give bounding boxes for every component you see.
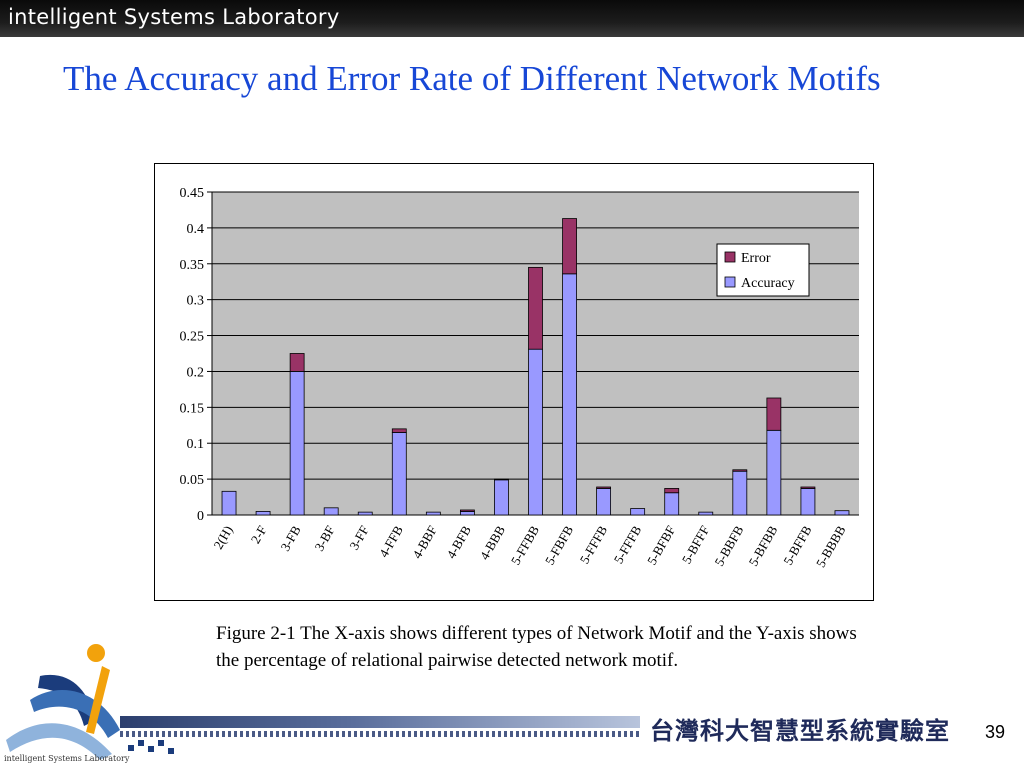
x-tick-label: 5-FFBB [508, 523, 542, 568]
bar-accuracy [596, 488, 612, 516]
y-tick-label: 0.4 [187, 222, 205, 237]
x-tick-label: 3-FF [346, 523, 372, 552]
bar-accuracy [255, 511, 271, 516]
x-tick-label: 4-FFB [376, 523, 406, 560]
bar-accuracy [630, 508, 646, 516]
bar-error [766, 397, 782, 431]
x-tick-label: 2-F [248, 523, 270, 546]
y-tick-label: 0.05 [180, 473, 205, 488]
bar-error [528, 266, 543, 350]
x-tick-label: 4-BBF [409, 523, 440, 561]
x-tick-label: 3-BF [311, 523, 337, 554]
x-tick-label: 5-BFFB [780, 523, 814, 568]
footer-lab-name: 台灣科大智慧型系統實驗室 [650, 717, 950, 745]
y-tick-label: 0 [197, 509, 204, 524]
x-tick-label: 5-BFBF [644, 523, 678, 567]
bar-accuracy [766, 429, 782, 516]
x-tick-label: 5-FFFB [611, 523, 645, 566]
bar-accuracy [357, 511, 373, 516]
bar-accuracy [459, 511, 475, 516]
bar-accuracy [494, 479, 509, 516]
y-tick-label: 0.45 [180, 186, 205, 201]
footer-stripe [120, 731, 640, 737]
logo-text: intelligent Systems Laboratory [4, 754, 130, 763]
x-tick-label: 4-BFB [443, 523, 474, 561]
x-tick-label: 2(H) [210, 523, 235, 552]
x-tick-label: 5-BBFB [711, 523, 746, 569]
bar-error [664, 488, 680, 494]
x-tick-label: 5-BFBB [745, 523, 780, 569]
legend-label: Accuracy [741, 276, 795, 291]
bar-error [800, 486, 816, 489]
bar-accuracy [323, 507, 339, 516]
x-tick-label: 3-FB [277, 523, 304, 554]
legend-label: Error [741, 251, 771, 266]
y-tick-label: 0.3 [187, 294, 205, 309]
bar-accuracy [221, 490, 237, 516]
y-tick-label: 0.25 [180, 330, 205, 345]
bar-accuracy [425, 511, 441, 516]
footer-bar [120, 716, 640, 728]
bar-error [391, 428, 407, 433]
bar-accuracy [834, 510, 850, 516]
bar-accuracy [391, 432, 407, 516]
figure-caption: Figure 2-1 The X-axis shows different ty… [216, 623, 857, 671]
legend-swatch [724, 276, 736, 288]
y-tick-label: 0.35 [180, 258, 205, 273]
x-tick-label: 5-BBBB [813, 523, 849, 570]
bar-error [289, 353, 305, 372]
stacked-bar-chart: 0 0.05 0.1 0.15 0.2 0.25 0.3 0.35 0.4 0.45 2(H) 2-F… [180, 186, 859, 570]
header-bar: intelligent Systems Laboratory [0, 0, 1024, 37]
bar-accuracy [732, 470, 748, 516]
x-tick-label: 5-FFFB [577, 523, 611, 566]
bar-accuracy [800, 488, 816, 516]
bar-error [732, 469, 748, 472]
bar-error [596, 486, 612, 489]
lab-logo [6, 644, 174, 760]
y-tick-label: 0.15 [180, 401, 205, 416]
legend-swatch [724, 251, 736, 263]
x-tick-label: 4-BBB [477, 523, 509, 563]
x-tick-label: 5-BFFF [679, 523, 713, 566]
page-number: 39 [985, 722, 1006, 742]
slide-title: The Accuracy and Error Rate of Different… [63, 59, 881, 98]
bar-accuracy [562, 273, 577, 516]
bar-accuracy [289, 371, 305, 516]
bar-accuracy [698, 511, 714, 516]
bar-accuracy [528, 348, 543, 516]
lab-name: intelligent Systems Laboratory [8, 5, 340, 29]
y-tick-label: 0.1 [187, 437, 205, 452]
chart-frame: 0 0.05 0.1 0.15 0.2 0.25 0.3 0.35 0.4 0.45 2(H) 2-F… [154, 163, 874, 601]
bar-error [494, 478, 509, 481]
x-tick-label: 5-FBFB [542, 523, 576, 568]
bar-error [562, 218, 577, 275]
bar-accuracy [664, 492, 680, 516]
y-tick-label: 0.2 [187, 365, 205, 380]
bar-error [459, 509, 475, 512]
